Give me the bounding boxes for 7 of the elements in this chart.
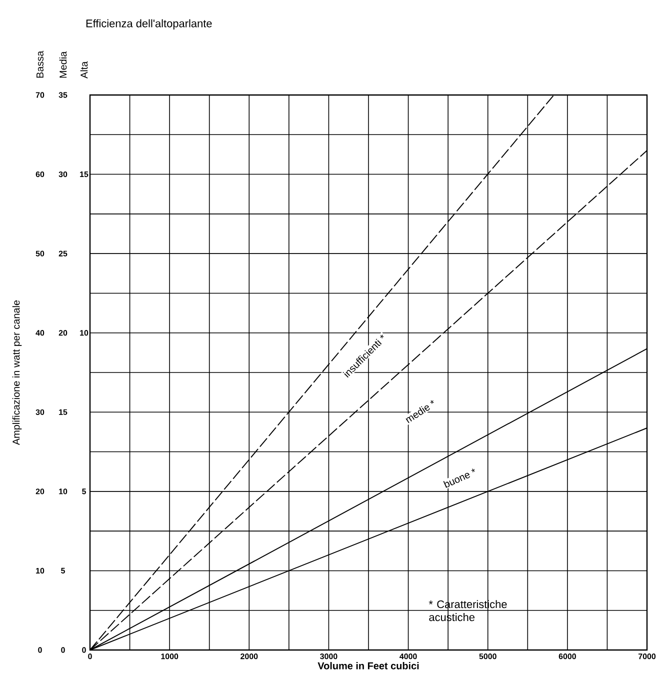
y-axis-title: Amplificazione in watt per canale (12, 300, 22, 446)
x-axis-title: Volume in Feet cubici (318, 662, 419, 670)
chart-title: Efficienza dell'altoparlante (86, 19, 212, 30)
text: Media (59, 51, 67, 78)
text: Bassa (36, 50, 44, 78)
text: Alta (80, 61, 88, 78)
annotation: buone * (443, 468, 475, 488)
